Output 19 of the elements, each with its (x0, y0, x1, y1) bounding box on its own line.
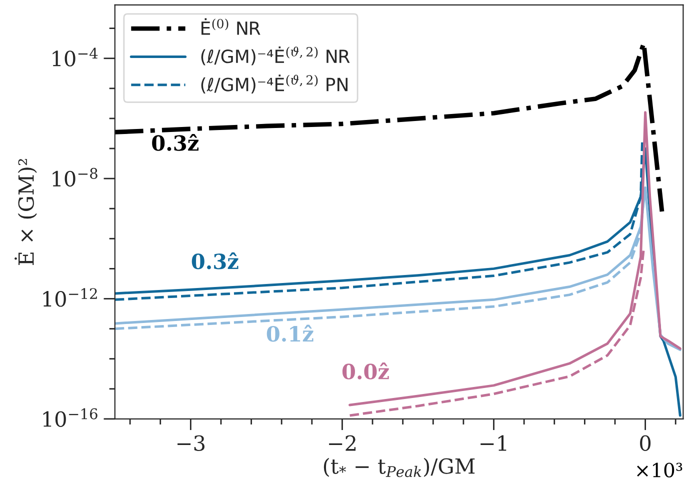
y-tick-label: 10$^{−12}$ (43, 288, 97, 307)
line-series (114, 186, 682, 352)
text: ×10³ (637, 462, 682, 478)
x-axis-title: (t$_{*}$ − t$_{Peak}$)/GM (324, 458, 475, 478)
legend-label: (ℓ/GM)⁻⁴Ė$^{(ϑ,2)}$ NR (201, 46, 350, 66)
annotation: 0.3ẑ (152, 134, 198, 151)
legend-label: (ℓ/GM)⁻⁴Ė$^{(ϑ,2)}$ PN (201, 74, 348, 94)
y-tick-label: 10$^{−4}$ (52, 48, 98, 66)
x-tick-label: −2 (329, 435, 356, 451)
annotation: 0.0ẑ (342, 362, 389, 380)
y-tick-label: 10$^{−16}$ (43, 408, 98, 427)
legend-label: Ė$^{(0)}$ NR (202, 18, 260, 35)
annotation: 0.3ẑ (192, 252, 238, 270)
x-tick-label: 0 (640, 435, 651, 452)
annotation: 0.1ẑ (266, 324, 314, 342)
y-tick-label: 10$^{−8}$ (52, 168, 98, 187)
x-tick-label: −1 (480, 435, 506, 451)
x-tick-label: −3 (178, 435, 204, 452)
y-axis-title: Ė × (GM)² (14, 158, 37, 266)
